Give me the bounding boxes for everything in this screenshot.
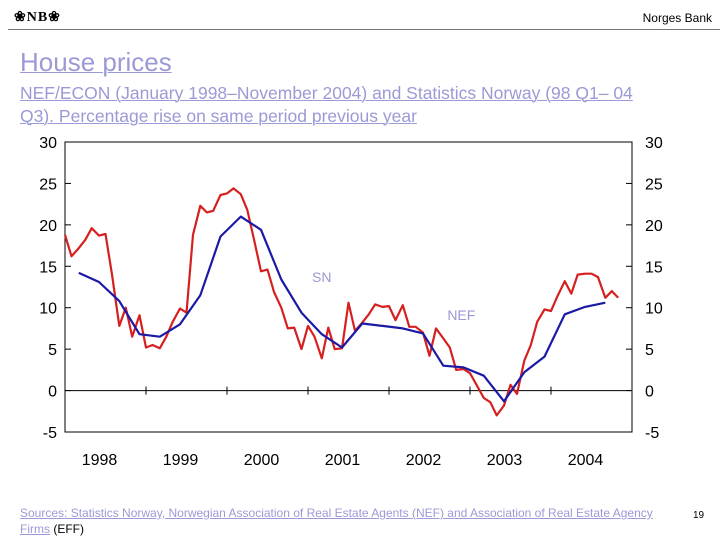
sources-footnote: Sources: Statistics Norway, Norwegian As… [20,505,670,537]
sources-abbr: (EFF) [53,522,84,536]
x-tick-label: 2000 [244,452,280,469]
header-divider [8,29,720,30]
y-tick-label-left: 5 [48,342,57,359]
y-tick-label-left: -5 [43,425,57,442]
x-tick-label: 2002 [406,452,442,469]
y-tick-label-right: 10 [645,301,663,318]
house-prices-line-chart: 30 25 20 15 10 5 0 -5 30 25 20 15 10 5 0 -5 1998 1999 20… [39,135,663,469]
subtitle-main: NEF/ECON (January 1998–November 2004) an… [20,83,633,126]
y-tick-label-left: 20 [39,218,57,235]
subtitle-tail: Percentage rise on same period previous … [58,106,417,126]
x-tick-label: 1998 [82,452,118,469]
y-tick-label-right: 15 [645,259,663,276]
y-tick-label-left: 30 [39,135,57,152]
y-tick-label-right: 25 [645,176,663,193]
norges-bank-logo: ❀NB❀ [14,10,61,25]
y-tick-label-left: 10 [39,301,57,318]
series-label-nef: NEF [447,307,475,323]
y-tick-label-left: 15 [39,259,57,276]
slide-subtitle: NEF/ECON (January 1998–November 2004) an… [20,82,660,128]
plot-area-border [64,141,633,433]
series-label-sn: SN [312,269,331,285]
x-tick-label: 2003 [487,452,523,469]
y-tick-label-right: 0 [645,384,654,401]
y-tick-label-right: 30 [645,135,663,152]
x-tick-label: 2001 [325,452,361,469]
series-line-nef [63,187,619,417]
brand-name: Norges Bank [642,11,712,25]
y-tick-label-right: -5 [645,425,659,442]
slide-title: House prices [20,47,172,77]
sources-text: Sources: Statistics Norway, Norwegian As… [20,506,653,536]
page-number: 19 [693,510,705,521]
series-line-sn [78,215,606,403]
x-tick-label: 1999 [163,452,199,469]
y-tick-label-left: 25 [39,176,57,193]
y-tick-label-left: 0 [48,384,57,401]
y-tick-label-right: 20 [645,218,663,235]
x-tick-label: 2004 [568,452,604,469]
y-tick-label-right: 5 [645,342,654,359]
